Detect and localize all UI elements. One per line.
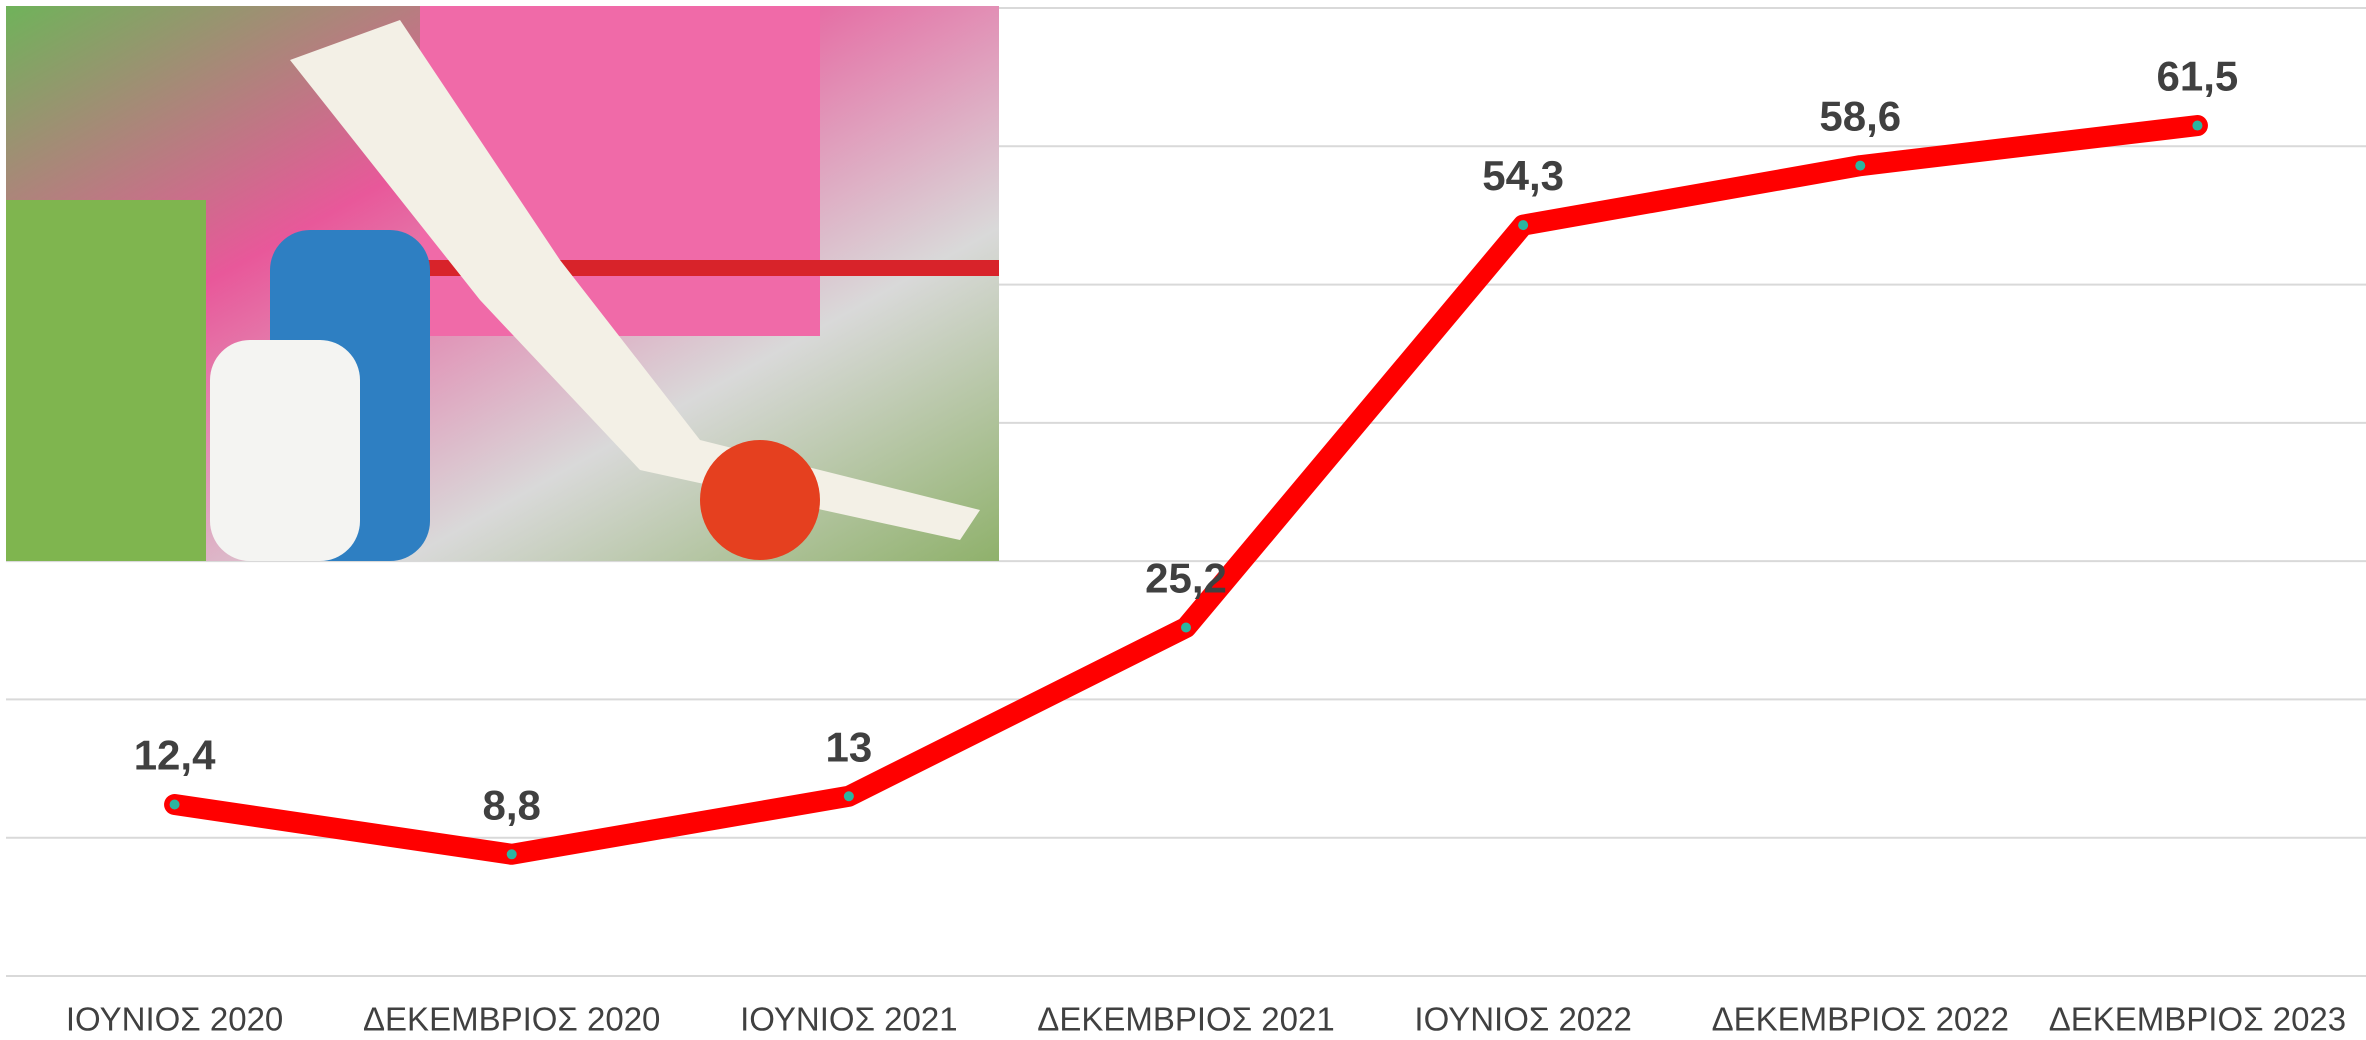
data-label: 58,6: [1819, 93, 1901, 140]
point: [1518, 220, 1529, 231]
point: [1855, 160, 1866, 171]
photo: [6, 6, 999, 561]
point: [843, 791, 854, 802]
photo-receipt: [290, 20, 980, 540]
data-label: 13: [825, 723, 872, 770]
x-tick-label: ΙΟΥΝΙΟΣ 2021: [740, 1001, 957, 1038]
photo-milk: [210, 340, 360, 561]
data-label: 12,4: [134, 732, 216, 779]
x-tick-label: ΔΕΚΕΜΒΡΙΟΣ 2020: [363, 1001, 660, 1038]
photo-tomato: [700, 440, 820, 560]
x-tick-label: ΙΟΥΝΙΟΣ 2020: [66, 1001, 283, 1038]
data-label: 8,8: [483, 781, 541, 828]
point: [506, 849, 517, 860]
data-label: 54,3: [1482, 152, 1564, 199]
point: [2192, 120, 2203, 131]
x-tick-label: ΔΕΚΕΜΒΡΙΟΣ 2021: [1037, 1001, 1334, 1038]
x-tick-label: ΙΟΥΝΙΟΣ 2022: [1414, 1001, 1631, 1038]
point: [169, 799, 180, 810]
data: ΙΟΥΝΙΟΣ 2020 ΔΕΚΕΜΒΡΙΟΣ 2020 ΙΟΥΝΙΟΣ 2021 Δ…: [66, 53, 2346, 1038]
photo-greens: [6, 200, 206, 561]
data-label: 25,2: [1145, 555, 1227, 602]
data-label: 61,5: [2157, 53, 2239, 100]
x-tick-label: ΔΕΚΕΜΒΡΙΟΣ 2023: [2049, 1001, 2346, 1038]
point: [1181, 622, 1191, 633]
x-tick-label: ΔΕΚΕΜΒΡΙΟΣ 2022: [1712, 1001, 2009, 1038]
